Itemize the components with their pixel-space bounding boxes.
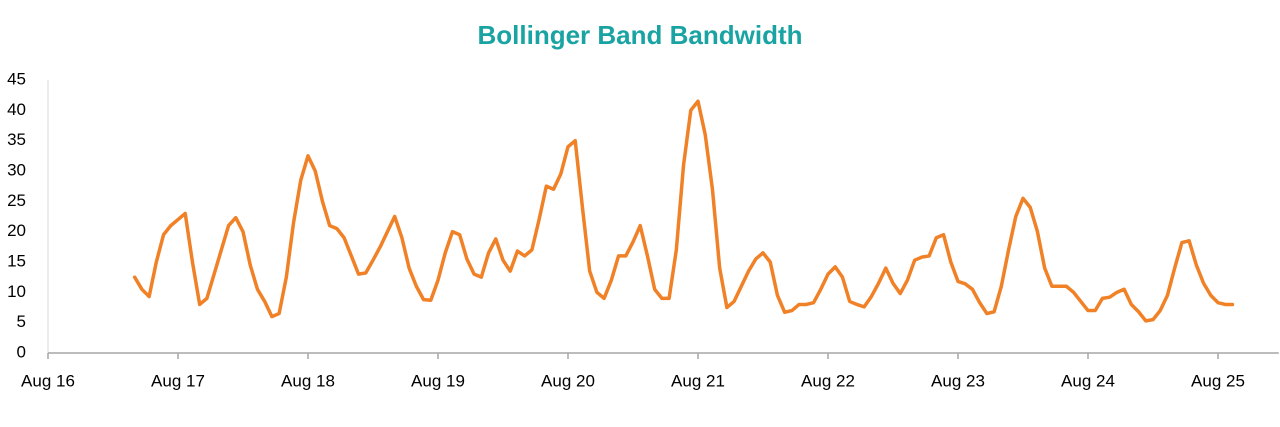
x-tick-label: Aug 17 <box>151 371 205 390</box>
chart-title: Bollinger Band Bandwidth <box>478 20 803 50</box>
y-tick-label: 0 <box>17 342 26 361</box>
y-tick-label: 5 <box>17 312 26 331</box>
y-tick-label: 30 <box>7 160 26 179</box>
x-tick-label: Aug 18 <box>281 371 335 390</box>
x-tick-label: Aug 24 <box>1061 371 1115 390</box>
x-tick-label: Aug 20 <box>541 371 595 390</box>
y-tick-label: 35 <box>7 130 26 149</box>
x-tick-label: Aug 22 <box>801 371 855 390</box>
y-tick-label: 25 <box>7 191 26 210</box>
x-tick-label: Aug 16 <box>21 371 75 390</box>
y-tick-label: 20 <box>7 221 26 240</box>
x-tick-label: Aug 25 <box>1191 371 1245 390</box>
x-tick-label: Aug 19 <box>411 371 465 390</box>
y-tick-label: 15 <box>7 251 26 270</box>
y-tick-label: 45 <box>7 69 26 88</box>
y-tick-label: 40 <box>7 100 26 119</box>
data-line <box>132 99 1235 323</box>
x-tick-label: Aug 21 <box>671 371 725 390</box>
x-tick-label: Aug 23 <box>931 371 985 390</box>
y-tick-label: 10 <box>7 282 26 301</box>
